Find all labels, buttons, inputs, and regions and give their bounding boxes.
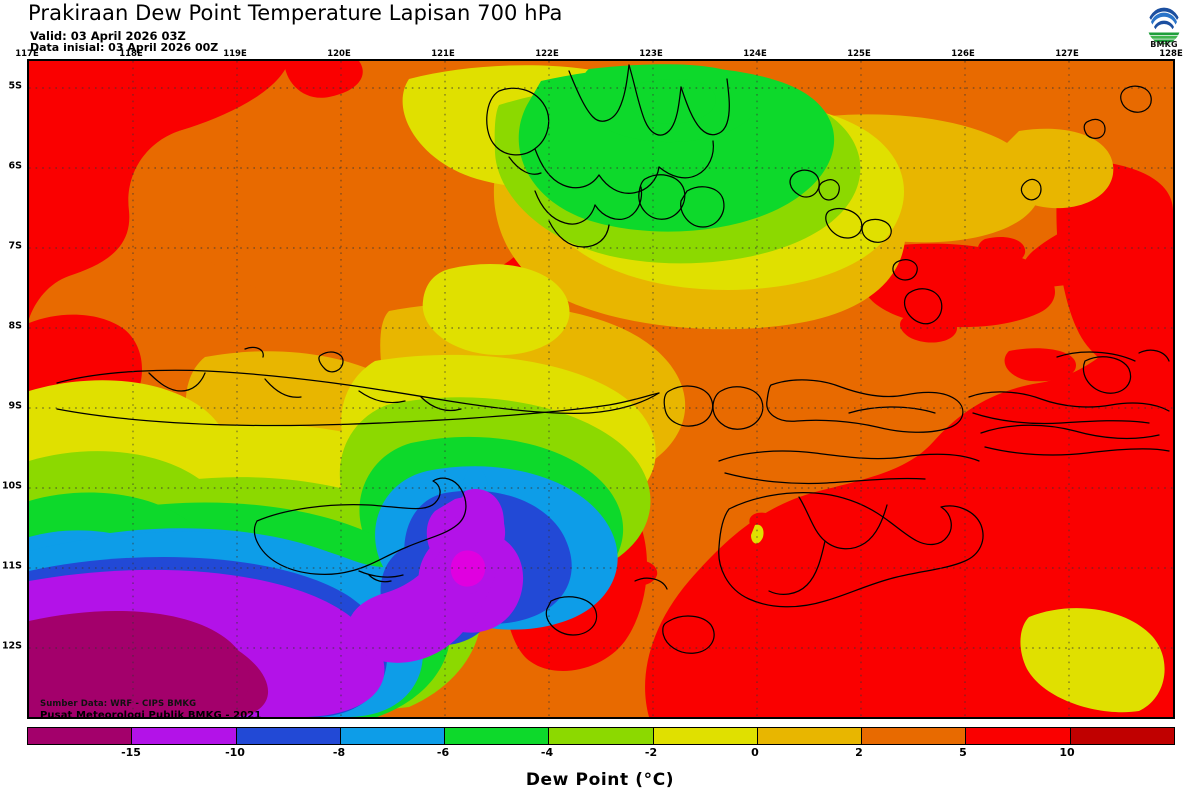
header: Prakiraan Dew Point Temperature Lapisan …	[0, 0, 1200, 56]
publisher-credit: Pusat Meteorologi Publik BMKG - 2021	[40, 710, 262, 719]
logo-label: BMKG	[1150, 40, 1178, 49]
y-tick-4: 9S	[8, 400, 22, 412]
colorbar-band-2[interactable]	[236, 728, 341, 744]
colorbar-band-10[interactable]	[1070, 728, 1174, 744]
colorbar-band-5[interactable]	[549, 728, 654, 744]
colorbar-band-1[interactable]	[132, 728, 237, 744]
colorbar-tick-3: -6	[436, 746, 450, 759]
y-tick-0: 5S	[8, 80, 22, 92]
colorbar-band-9[interactable]	[966, 728, 1071, 744]
x-tick-6: 123E	[639, 49, 663, 59]
x-tick-5: 122E	[535, 49, 559, 59]
bmkg-logo-icon	[1146, 6, 1182, 46]
page-title: Prakiraan Dew Point Temperature Lapisan …	[28, 1, 563, 25]
dew-point-contour-map	[29, 61, 1173, 717]
colorbar-tick-7: 2	[855, 746, 863, 759]
x-tick-3: 120E	[327, 49, 351, 59]
colorbar-tick-5: -2	[644, 746, 658, 759]
x-tick-1: 118E	[119, 49, 143, 59]
x-tick-9: 126E	[951, 49, 975, 59]
colorbar-title: Dew Point (°C)	[525, 770, 675, 790]
colorbar-band-3[interactable]	[340, 728, 446, 744]
x-tick-2: 119E	[223, 49, 247, 59]
colorbar-tick-4: -4	[540, 746, 554, 759]
colorbar-band-6[interactable]	[653, 728, 758, 744]
x-tick-11: 128E	[1159, 49, 1183, 59]
map-plot-area[interactable]: Sumber Data: WRF - CIPS BMKG Pusat Meteo…	[27, 59, 1175, 719]
valid-time-label: Valid: 03 April 2026 03Z	[30, 29, 186, 43]
colorbar[interactable]	[27, 727, 1175, 745]
colorbar-tick-6: 0	[751, 746, 759, 759]
colorbar-band-0[interactable]	[28, 728, 133, 744]
y-tick-6: 11S	[1, 560, 22, 572]
x-tick-8: 125E	[847, 49, 871, 59]
y-tick-2: 7S	[8, 240, 22, 252]
y-tick-3: 8S	[8, 320, 22, 332]
colorbar-tick-9: 10	[1059, 746, 1075, 759]
x-tick-4: 121E	[431, 49, 455, 59]
colorbar-tick-2: -8	[332, 746, 346, 759]
colorbar-band-7[interactable]	[757, 728, 863, 744]
x-tick-10: 127E	[1055, 49, 1079, 59]
colorbar-band-4[interactable]	[445, 728, 550, 744]
initial-data-label: Data inisial: 03 April 2026 00Z	[30, 41, 219, 54]
colorbar-tick-8: 5	[959, 746, 967, 759]
x-tick-7: 124E	[743, 49, 767, 59]
colorbar-band-8[interactable]	[862, 728, 967, 744]
y-tick-7: 12S	[1, 640, 22, 652]
x-tick-0: 117E	[15, 49, 39, 59]
y-tick-1: 6S	[8, 160, 22, 172]
colorbar-tick-1: -10	[225, 746, 245, 759]
y-tick-5: 10S	[1, 480, 22, 492]
source-credit: Sumber Data: WRF - CIPS BMKG	[40, 699, 197, 709]
colorbar-swatches[interactable]	[27, 727, 1175, 745]
colorbar-tick-0: -15	[121, 746, 141, 759]
